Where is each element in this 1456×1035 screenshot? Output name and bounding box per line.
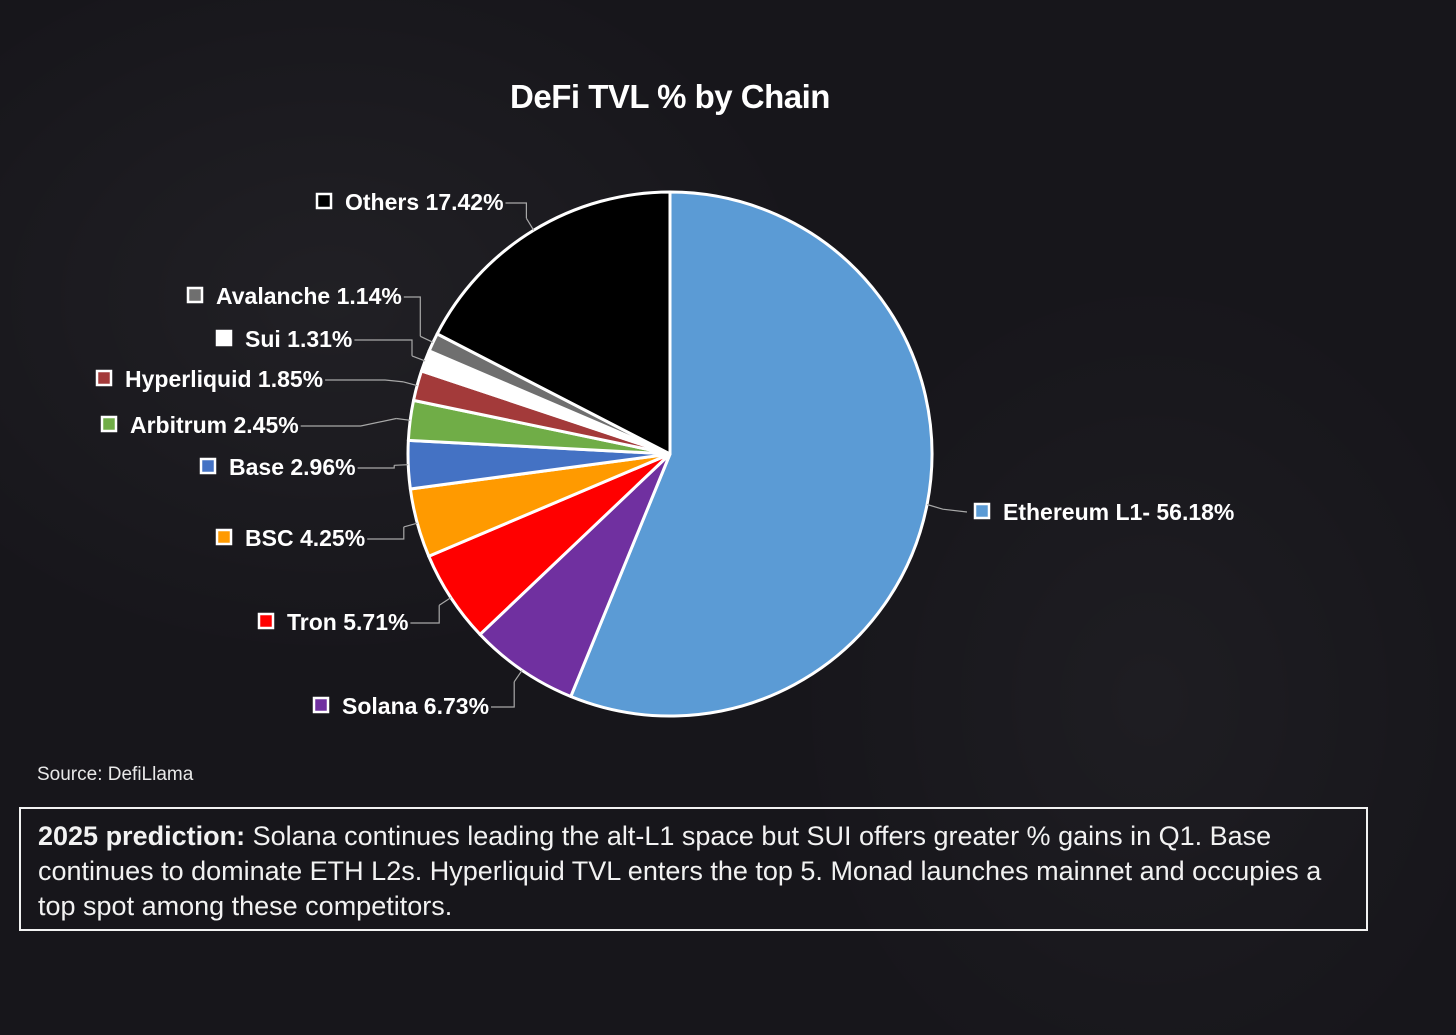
label-swatch-avalanche [186,286,204,304]
label-swatch-bsc [215,528,233,546]
leader-connector-sui [354,339,413,356]
pie-labels: Ethereum L1- 56.18% Solana 6.73% Tron 5.71… [95,189,1234,719]
leader-line-tron [438,597,452,606]
leader-line-base [394,464,409,466]
label-swatch-ethereum-l1 [973,502,991,520]
slice-label-others: Others 17.42% [345,189,504,215]
slice-label-solana: Solana 6.73% [342,693,489,719]
chart-title: DeFi TVL % by Chain [510,78,830,115]
leader-connector-tron [410,605,440,624]
leader-connector-hyperliquid [325,379,404,383]
label-swatch-hyperliquid [95,369,113,387]
source-note: Source: DefiLlama [37,764,194,785]
leader-connector-base [357,465,395,469]
slice-label-base: Base 2.96% [229,454,356,480]
pie-slice-solana [478,452,672,698]
label-swatch-tron [257,612,275,630]
leader-line-arbitrum [396,417,411,421]
label-swatch-base [199,457,217,475]
label-swatch-others [315,192,333,210]
prediction-text: Solana continues leading the alt-L1 spac… [38,821,1322,921]
leader-connector-bsc [367,526,405,540]
label-swatch-solana [312,696,330,714]
leader-line-sui [411,355,426,362]
slice-label-avalanche: Avalanche 1.14% [216,283,402,309]
pie-chart: Ethereum L1- 56.18% Solana 6.73% Tron 5.71… [95,189,1234,719]
slice-label-hyperliquid: Hyperliquid 1.85% [125,366,323,392]
leader-connector-solana [491,681,515,708]
leader-line-solana [513,669,523,683]
prediction-lead: 2025 prediction: [38,821,246,851]
slice-label-tron: Tron 5.71% [287,609,408,635]
pie-slices [406,190,934,718]
leader-connector-arbitrum [300,417,397,427]
leader-line-others [525,217,535,231]
slice-label-arbitrum: Arbitrum 2.45% [130,412,299,438]
label-swatch-arbitrum [100,415,118,433]
leader-connector-avalanche [403,296,421,337]
leader-line-avalanche [420,335,434,343]
slice-label-ethereum-l1: Ethereum L1- 56.18% [1003,499,1234,525]
slice-label-bsc: BSC 4.25% [245,525,365,551]
leader-line-hyperliquid [403,381,418,387]
prediction-box: 2025 prediction: Solana continues leadin… [19,807,1368,931]
pie-slice-ethereum-l1 [569,190,934,718]
leader-line-bsc [403,522,418,528]
label-swatch-sui [215,329,233,347]
leader-line-ethereum-l1 [926,503,968,513]
slice-label-sui: Sui 1.31% [245,326,352,352]
leader-connector-others [505,202,528,219]
